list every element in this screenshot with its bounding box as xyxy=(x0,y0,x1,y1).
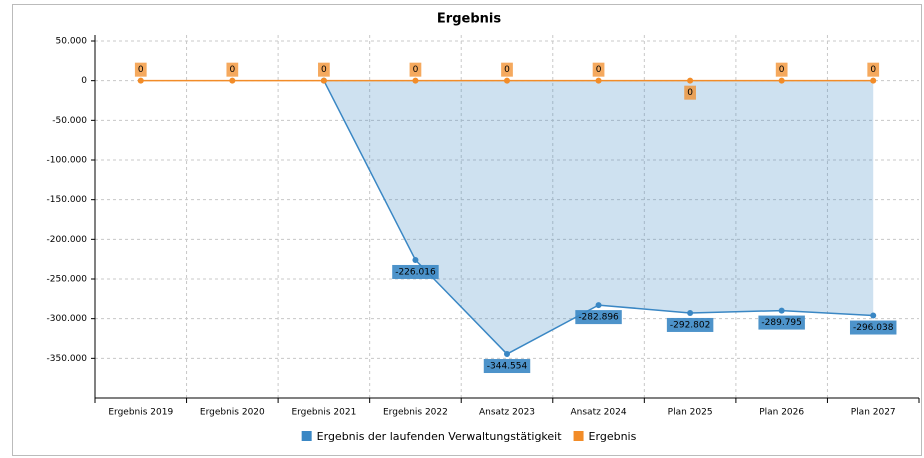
data-label: 0 xyxy=(592,62,605,77)
y-tick-label: -350.000 xyxy=(47,354,88,364)
data-label: 0 xyxy=(134,62,147,77)
y-tick-label: -200.000 xyxy=(47,235,88,245)
data-label-box xyxy=(318,62,330,77)
data-label: -344.554 xyxy=(483,359,531,374)
data-label-text: 0 xyxy=(687,88,693,98)
x-tick-label: Plan 2026 xyxy=(759,408,804,418)
data-label: -296.038 xyxy=(849,320,897,335)
x-tick-label: Ergebnis 2021 xyxy=(291,408,356,418)
data-label-text: 0 xyxy=(138,65,144,75)
x-tick-label: Plan 2027 xyxy=(851,408,896,418)
legend-label: Ergebnis xyxy=(589,430,637,443)
data-label: -282.896 xyxy=(575,310,622,325)
data-label-text: 0 xyxy=(229,65,235,75)
data-label-text: 0 xyxy=(596,65,602,75)
data-label: -226.016 xyxy=(392,264,439,279)
legend: Ergebnis der laufenden Verwaltungstätigk… xyxy=(301,430,637,443)
y-tick-label: -300.000 xyxy=(47,314,88,324)
data-label: 0 xyxy=(501,62,513,77)
chart-frame xyxy=(12,4,922,456)
data-label-box xyxy=(775,62,788,77)
data-label-text: -292.802 xyxy=(670,320,710,330)
data-label-text: 0 xyxy=(504,65,510,75)
legend-label: Ergebnis der laufenden Verwaltungstätigk… xyxy=(317,430,563,443)
point xyxy=(595,77,602,84)
point xyxy=(687,77,694,84)
data-label-box xyxy=(867,62,880,77)
point xyxy=(412,256,419,263)
x-tick-label: Ansatz 2024 xyxy=(571,408,627,418)
data-label-text: -296.038 xyxy=(853,323,894,333)
point xyxy=(595,302,602,309)
data-label-box xyxy=(501,62,513,77)
data-label-box xyxy=(758,315,805,330)
data-label: 0 xyxy=(684,85,696,100)
data-label-box xyxy=(409,62,422,77)
y-tick-label: -100.000 xyxy=(47,156,88,166)
legend-swatch xyxy=(301,431,312,441)
data-label: 0 xyxy=(409,62,422,77)
x-tick-label: Ergebnis 2019 xyxy=(108,408,173,418)
data-label-text: -289.795 xyxy=(761,318,801,328)
point xyxy=(137,77,144,84)
data-label: 0 xyxy=(226,62,239,77)
data-label-box xyxy=(666,317,714,332)
point xyxy=(412,77,419,84)
data-label: 0 xyxy=(318,62,330,77)
chart-title: Ergebnis xyxy=(437,12,501,27)
x-tick-label: Ergebnis 2020 xyxy=(200,408,265,418)
data-label: -289.795 xyxy=(758,315,805,330)
data-label-box xyxy=(483,359,531,374)
data-label-text: -344.554 xyxy=(487,362,528,372)
data-label: 0 xyxy=(775,62,788,77)
point xyxy=(870,77,877,84)
data-label-box xyxy=(226,62,239,77)
legend-swatch xyxy=(573,431,584,441)
point xyxy=(687,309,694,316)
data-label: 0 xyxy=(867,62,880,77)
data-label-box xyxy=(684,85,696,100)
data-label: -292.802 xyxy=(666,317,714,332)
point xyxy=(778,77,785,84)
area xyxy=(323,80,874,355)
data-label-text: 0 xyxy=(321,65,327,75)
data-label-box xyxy=(134,62,147,77)
x-tick-label: Plan 2025 xyxy=(668,408,713,418)
data-label-text: 0 xyxy=(779,65,785,75)
y-tick-label: -50.000 xyxy=(52,116,87,126)
data-label-text: -226.016 xyxy=(395,267,436,277)
x-tick-label: Ergebnis 2022 xyxy=(383,408,448,418)
point xyxy=(320,77,327,84)
data-label-text: 0 xyxy=(413,65,419,75)
point xyxy=(504,77,510,84)
data-label-text: 0 xyxy=(870,65,876,75)
y-tick-label: 0 xyxy=(81,76,87,86)
y-tick-label: -250.000 xyxy=(47,275,88,285)
data-label-box xyxy=(592,62,605,77)
data-label-text: -282.896 xyxy=(578,313,619,323)
point xyxy=(504,351,510,358)
point xyxy=(778,307,785,314)
data-label-box xyxy=(392,264,439,279)
x-tick-label: Ansatz 2023 xyxy=(479,408,535,418)
y-tick-label: 50.000 xyxy=(56,37,88,47)
point xyxy=(870,312,877,319)
data-label-box xyxy=(575,310,622,325)
point xyxy=(229,77,236,84)
data-label-box xyxy=(849,320,897,335)
y-tick-label: -150.000 xyxy=(47,195,88,205)
